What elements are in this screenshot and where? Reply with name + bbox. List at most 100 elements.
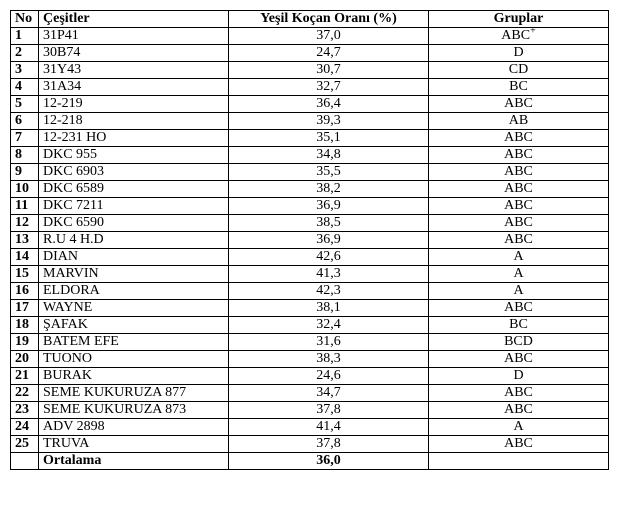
cell-no: 7 (11, 130, 39, 147)
cell-name: ADV 2898 (39, 419, 229, 436)
cell-no: 19 (11, 334, 39, 351)
cell-group: BC (429, 317, 609, 334)
table-row: 21BURAK24,6D (11, 368, 609, 385)
cell-name: SEME KUKURUZA 877 (39, 385, 229, 402)
table-foot: Ortalama 36,0 (11, 453, 609, 470)
cell-group: ABC (429, 351, 609, 368)
table-row: 17WAYNE38,1ABC (11, 300, 609, 317)
cell-no: 14 (11, 249, 39, 266)
table-row: 19BATEM EFE31,6BCD (11, 334, 609, 351)
group-sup: + (530, 28, 536, 37)
cell-value: 24,6 (229, 368, 429, 385)
table-row: 23SEME KUKURUZA 87337,8ABC (11, 402, 609, 419)
cell-name: SEME KUKURUZA 873 (39, 402, 229, 419)
cell-name: TRUVA (39, 436, 229, 453)
table-row: 230B7424,7D (11, 45, 609, 62)
table-body: 131P4137,0ABC+230B7424,7D331Y4330,7CD431… (11, 28, 609, 453)
cell-group: ABC (429, 164, 609, 181)
cell-no: 24 (11, 419, 39, 436)
cell-name: WAYNE (39, 300, 229, 317)
cell-name: DKC 6903 (39, 164, 229, 181)
cell-name: R.U 4 H.D (39, 232, 229, 249)
cell-no: 3 (11, 62, 39, 79)
cell-value: 35,1 (229, 130, 429, 147)
table-row: 24ADV 289841,4A (11, 419, 609, 436)
cell-name: 31Y43 (39, 62, 229, 79)
table-row: 8DKC 95534,8ABC (11, 147, 609, 164)
cell-group: BCD (429, 334, 609, 351)
cell-group: BC (429, 79, 609, 96)
table-row: 20TUONO38,3ABC (11, 351, 609, 368)
table-row: 18ŞAFAK32,4BC (11, 317, 609, 334)
cell-value: 38,3 (229, 351, 429, 368)
cell-value: 37,0 (229, 28, 429, 45)
cell-no: 10 (11, 181, 39, 198)
cell-group: ABC (429, 402, 609, 419)
cell-value: 36,9 (229, 198, 429, 215)
cell-value: 38,2 (229, 181, 429, 198)
cell-group: CD (429, 62, 609, 79)
cell-no: 18 (11, 317, 39, 334)
cell-name: 31A34 (39, 79, 229, 96)
cell-name: BATEM EFE (39, 334, 229, 351)
cell-no: 17 (11, 300, 39, 317)
cell-name: 12-218 (39, 113, 229, 130)
cell-name: DKC 955 (39, 147, 229, 164)
cell-group: ABC (429, 232, 609, 249)
cell-value: 36,4 (229, 96, 429, 113)
table-row: 512-21936,4ABC (11, 96, 609, 113)
cell-value: 37,8 (229, 402, 429, 419)
header-no: No (11, 11, 39, 28)
cell-no: 2 (11, 45, 39, 62)
cell-no: 1 (11, 28, 39, 45)
footer-label: Ortalama (39, 453, 229, 470)
table-row: 12DKC 659038,5ABC (11, 215, 609, 232)
cell-name: BURAK (39, 368, 229, 385)
cell-value: 31,6 (229, 334, 429, 351)
cell-value: 38,5 (229, 215, 429, 232)
cell-no: 12 (11, 215, 39, 232)
cell-group: A (429, 419, 609, 436)
cell-name: 12-219 (39, 96, 229, 113)
cell-group: AB (429, 113, 609, 130)
cell-no: 13 (11, 232, 39, 249)
cell-value: 34,7 (229, 385, 429, 402)
cell-group: ABC (429, 300, 609, 317)
cell-no: 21 (11, 368, 39, 385)
cell-value: 32,7 (229, 79, 429, 96)
cell-no: 4 (11, 79, 39, 96)
footer-no (11, 453, 39, 470)
table-row: 25TRUVA37,8ABC (11, 436, 609, 453)
header-value: Yeşil Koçan Oranı (%) (229, 11, 429, 28)
cell-group: D (429, 45, 609, 62)
data-table: No Çeşitler Yeşil Koçan Oranı (%) Grupla… (10, 10, 609, 470)
cell-group: ABC (429, 130, 609, 147)
cell-name: ŞAFAK (39, 317, 229, 334)
table-row: 22SEME KUKURUZA 87734,7ABC (11, 385, 609, 402)
cell-value: 38,1 (229, 300, 429, 317)
cell-no: 22 (11, 385, 39, 402)
table-row: 431A3432,7BC (11, 79, 609, 96)
cell-name: 31P41 (39, 28, 229, 45)
table-row: 331Y4330,7CD (11, 62, 609, 79)
cell-group: ABC (429, 96, 609, 113)
cell-name: DIAN (39, 249, 229, 266)
footer-value: 36,0 (229, 453, 429, 470)
cell-value: 39,3 (229, 113, 429, 130)
cell-group: ABC (429, 436, 609, 453)
cell-value: 42,6 (229, 249, 429, 266)
cell-no: 9 (11, 164, 39, 181)
table-row: 13R.U 4 H.D36,9ABC (11, 232, 609, 249)
cell-name: 30B74 (39, 45, 229, 62)
footer-group (429, 453, 609, 470)
header-group: Gruplar (429, 11, 609, 28)
cell-no: 11 (11, 198, 39, 215)
cell-name: MARVIN (39, 266, 229, 283)
cell-value: 24,7 (229, 45, 429, 62)
cell-name: 12-231 HO (39, 130, 229, 147)
cell-no: 20 (11, 351, 39, 368)
cell-group: ABC+ (429, 28, 609, 45)
cell-group: A (429, 266, 609, 283)
cell-group: ABC (429, 385, 609, 402)
table-row: 15MARVIN41,3A (11, 266, 609, 283)
